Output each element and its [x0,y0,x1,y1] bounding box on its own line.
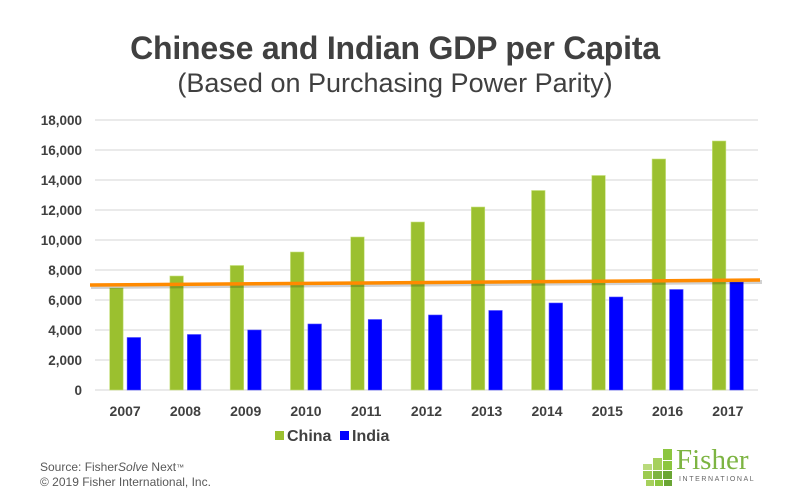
bar-india-2014 [548,302,563,391]
bar-india-2007 [126,337,141,391]
fisher-logo: Fisher INTERNATIONAL [643,444,763,487]
bar-china-2014 [531,190,546,391]
x-tick-label: 2007 [110,403,141,419]
bar-china-2008 [169,275,184,391]
y-tick-label: 8,000 [48,263,82,278]
x-tick-label: 2008 [170,403,201,419]
bar-china-2017 [712,140,727,391]
source-footer: Source: FisherSolve Next™ © 2019 Fisher … [40,460,211,490]
bar-india-2009 [247,329,262,391]
chart-subtitle: (Based on Purchasing Power Parity) [177,68,613,98]
chart-title: Chinese and Indian GDP per Capita [130,30,660,66]
trademark-symbol: ™ [176,463,185,472]
logo-subtext: INTERNATIONAL [679,476,756,483]
bar-india-2011 [367,319,383,391]
bar-india-2012 [428,314,443,391]
source-line: Source: FisherSolve Next™ [40,460,211,475]
y-tick-label: 14,000 [41,173,82,188]
y-tick-label: 0 [74,383,82,398]
x-tick-label: 2013 [471,403,502,419]
y-tick-label: 6,000 [48,293,82,308]
logo-wordmark: Fisher [676,444,749,476]
legend-label-china: China [287,428,332,445]
legend-swatch-india [340,431,349,440]
x-tick-label: 2017 [712,403,743,419]
trend-line [89,278,761,287]
bars [109,140,744,391]
trend-line-group [89,278,763,289]
bar-india-2010 [307,323,322,391]
y-tick-label: 10,000 [41,233,82,248]
x-tick-label: 2012 [411,403,442,419]
bar-india-2013 [488,310,503,391]
x-tick-label: 2016 [652,403,683,419]
y-tick-label: 2,000 [48,353,82,368]
source-prefix: Source: Fisher [40,460,119,474]
bar-india-2015 [609,296,624,391]
bar-india-2016 [669,289,684,391]
y-tick-label: 16,000 [41,143,82,158]
x-tick-label: 2009 [230,403,261,419]
x-tick-label: 2010 [290,403,321,419]
gridlines [95,119,758,391]
legend: China India [275,428,389,445]
bar-india-2008 [187,334,202,391]
legend-swatch-china [275,431,284,440]
x-tick-label: 2015 [592,403,623,419]
bar-china-2016 [651,158,666,391]
bar-china-2011 [350,236,365,391]
source-suffix: Next [148,460,177,474]
x-tick-label: 2011 [351,403,382,419]
y-tick-label: 12,000 [41,203,82,218]
bar-china-2013 [470,206,486,391]
trend-line-shadow [90,280,763,289]
copyright-line: © 2019 Fisher International, Inc. [40,475,211,489]
y-tick-label: 18,000 [41,113,82,128]
source-italic: Solve [118,460,149,474]
x-tick-label: 2014 [531,403,562,419]
logo-grid-icon [643,449,672,486]
bar-china-2012 [410,221,425,391]
y-tick-label: 4,000 [48,323,82,338]
x-axis-ticks: 2007 2008 2009 2010 2011 2012 2013 2014 2015 2016… [110,403,744,419]
bar-india-2017 [729,281,744,391]
bar-china-2010 [290,251,305,391]
legend-label-india: India [352,428,389,445]
bar-china-2009 [229,265,244,391]
y-axis-ticks: 0 2,000 4,000 6,000 8,000 10,000 12,000 14,000 1… [41,113,82,398]
bar-chart: 0 2,000 4,000 6,000 8,000 10,000 12,000 14,000 1… [41,113,763,445]
bar-china-2007 [109,287,124,391]
